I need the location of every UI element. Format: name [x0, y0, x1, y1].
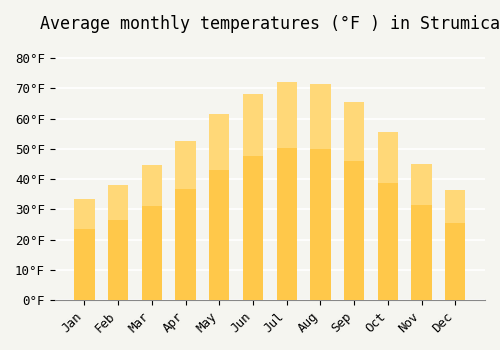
Bar	[243, 94, 263, 156]
Bar	[176, 141, 196, 300]
Bar	[209, 114, 230, 170]
Bar	[310, 84, 330, 149]
Bar	[209, 114, 230, 300]
Bar	[142, 166, 162, 300]
Bar	[344, 102, 364, 161]
Bar	[142, 166, 162, 206]
Bar	[445, 190, 466, 223]
Bar	[74, 199, 94, 229]
Bar	[412, 164, 432, 205]
Bar	[344, 102, 364, 300]
Bar	[108, 185, 128, 220]
Bar	[74, 199, 94, 300]
Bar	[108, 185, 128, 300]
Bar	[445, 190, 466, 300]
Bar	[176, 141, 196, 189]
Bar	[276, 82, 297, 300]
Bar	[378, 132, 398, 183]
Bar	[243, 94, 263, 300]
Bar	[310, 84, 330, 300]
Bar	[412, 164, 432, 300]
Bar	[276, 82, 297, 148]
Bar	[378, 132, 398, 300]
Title: Average monthly temperatures (°F ) in Strumica: Average monthly temperatures (°F ) in St…	[40, 15, 500, 33]
